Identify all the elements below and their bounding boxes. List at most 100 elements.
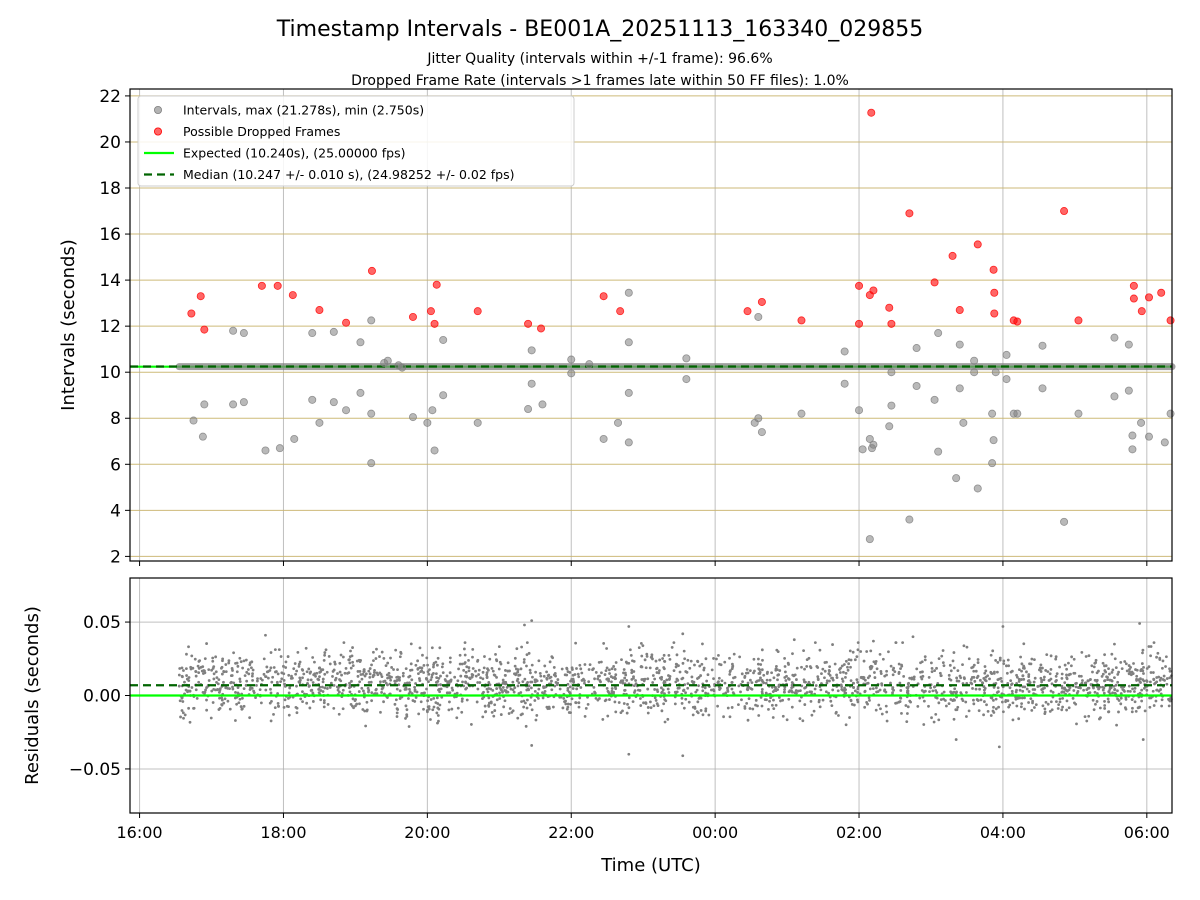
interval-point (1002, 350, 1011, 359)
residual-point (984, 679, 988, 683)
residual-point (874, 659, 878, 663)
residual-point (948, 663, 952, 667)
residual-point (235, 702, 239, 706)
residual-point (852, 703, 856, 707)
residual-point (875, 667, 879, 671)
residual-point (467, 659, 470, 662)
residual-outlier-point (792, 638, 796, 642)
residual-point (578, 663, 582, 667)
residual-point (954, 691, 958, 695)
residual-point (550, 688, 554, 692)
residual-point (997, 705, 1000, 709)
residual-point (351, 664, 355, 668)
residual-point (769, 696, 772, 700)
residual-point (658, 676, 662, 680)
residual-point (1145, 667, 1149, 670)
residual-point (1101, 688, 1105, 692)
residual-point (1023, 696, 1026, 700)
dropped-frame-point (1129, 294, 1138, 303)
interval-point (329, 398, 338, 407)
residual-point (791, 673, 795, 677)
residual-point (269, 691, 273, 695)
residual-point (673, 702, 677, 706)
residual-point (749, 687, 753, 690)
residual-point (833, 662, 837, 666)
residual-point (516, 716, 520, 720)
residual-point (814, 684, 818, 687)
residual-point (847, 658, 851, 662)
residual-point (622, 702, 626, 705)
residual-point (238, 656, 242, 660)
residual-point (1067, 706, 1071, 710)
residual-point (336, 672, 339, 675)
residual-point (607, 668, 611, 672)
interval-point (198, 432, 207, 441)
dropped-frame-point (524, 319, 533, 328)
residual-point (728, 656, 731, 660)
residual-point (1168, 667, 1171, 671)
residual-point (431, 708, 435, 712)
residual-point (774, 685, 777, 689)
residual-point (632, 684, 636, 688)
residual-point (756, 657, 760, 661)
residual-point (355, 659, 359, 663)
residual-point (545, 705, 549, 709)
residual-point (349, 666, 353, 670)
residual-point (553, 672, 557, 676)
residual-point (570, 666, 574, 670)
residual-point (332, 683, 336, 687)
residual-point (884, 704, 888, 708)
residual-point (660, 709, 664, 713)
residual-point (444, 679, 448, 683)
residual-point (866, 676, 870, 680)
residual-point (686, 686, 690, 690)
residual-point (395, 711, 399, 715)
x-tick-label: 04:00 (980, 823, 1026, 842)
residual-point (1113, 688, 1117, 691)
residual-point (481, 697, 484, 700)
residual-point (317, 691, 321, 694)
residual-point (1108, 685, 1112, 689)
residual-point (1015, 688, 1018, 692)
residual-point (461, 680, 464, 684)
residual-point (314, 674, 317, 678)
residual-point (1130, 670, 1134, 674)
residual-point (893, 670, 897, 674)
interval-point (1038, 341, 1047, 350)
residual-point (1091, 698, 1095, 702)
residual-point (569, 702, 572, 706)
residual-point (501, 678, 505, 682)
residual-point (1020, 669, 1023, 673)
residual-point (223, 697, 227, 701)
residual-point (1098, 717, 1101, 721)
residual-point (648, 666, 652, 670)
residual-point (887, 650, 890, 654)
residual-point (275, 680, 279, 684)
residual-point (912, 675, 916, 679)
residual-point (483, 704, 487, 708)
residual-point (280, 677, 284, 681)
residual-point (359, 673, 363, 676)
residual-point (577, 701, 581, 705)
residual-point (881, 657, 885, 661)
residual-point (693, 663, 696, 667)
residual-point (931, 689, 935, 693)
residual-point (401, 671, 405, 675)
residual-point (910, 677, 914, 681)
residual-point (1043, 710, 1047, 714)
residual-point (201, 691, 205, 694)
residual-point (1168, 669, 1172, 673)
residual-point (1160, 698, 1164, 702)
residual-point (476, 681, 480, 684)
residual-point (1068, 673, 1071, 676)
residual-point (1008, 703, 1012, 707)
residual-point (491, 669, 495, 673)
interval-point (585, 360, 594, 369)
residual-point (1107, 690, 1111, 694)
residual-point (982, 688, 986, 692)
residual-point (548, 707, 551, 710)
residual-point (551, 705, 555, 709)
residual-point (1096, 692, 1099, 695)
residual-point (301, 690, 304, 694)
residual-point (297, 664, 301, 668)
